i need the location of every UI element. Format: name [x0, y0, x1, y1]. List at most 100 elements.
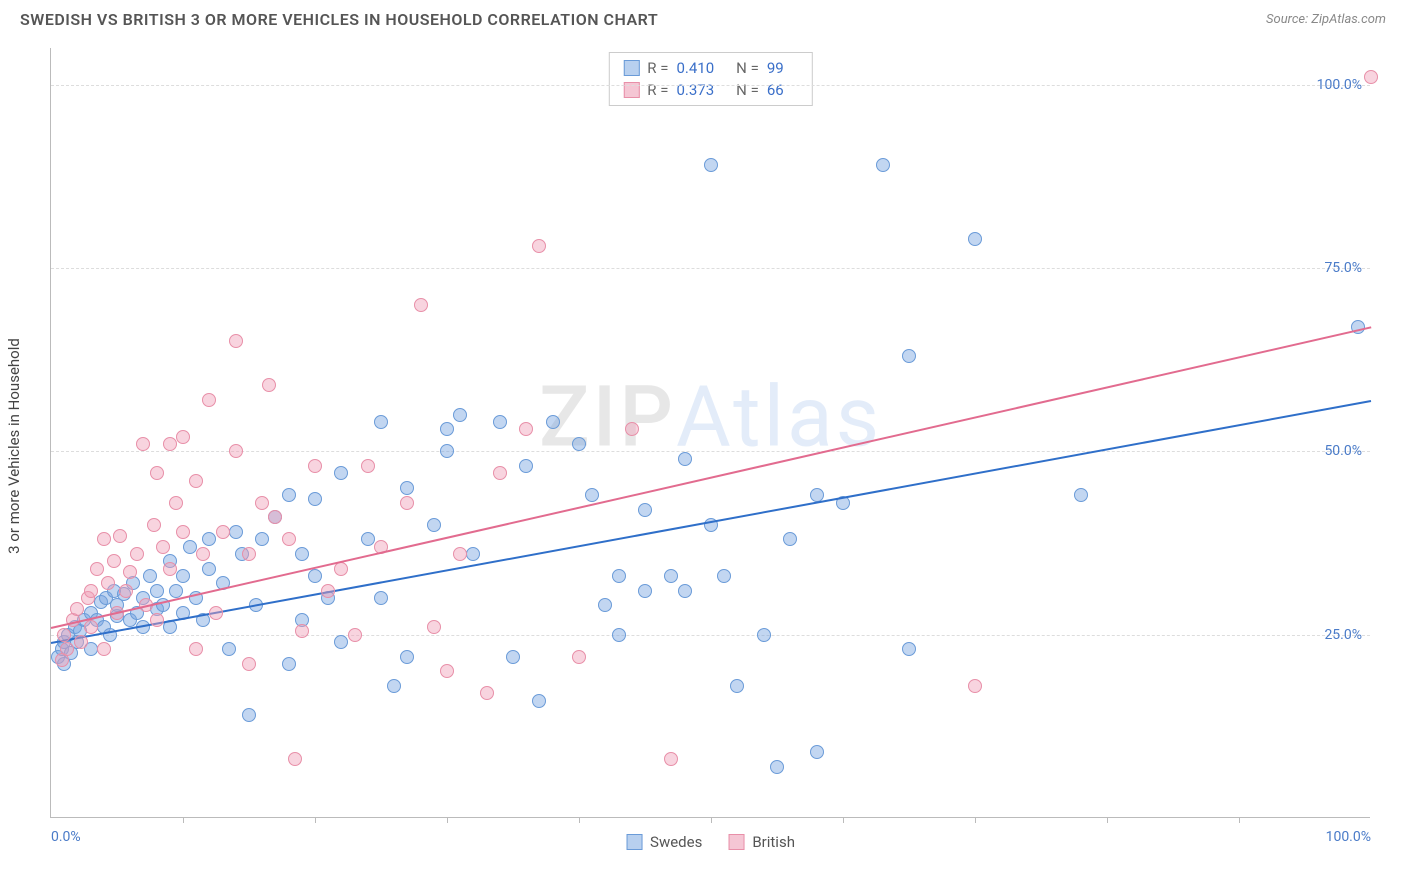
legend-label-british: British — [752, 833, 795, 851]
gridline — [51, 268, 1370, 269]
data-point — [176, 569, 190, 583]
data-point — [189, 642, 203, 656]
data-point — [74, 635, 88, 649]
data-point — [572, 650, 586, 664]
data-point — [374, 591, 388, 605]
legend-swatch-british — [728, 834, 744, 850]
data-point — [150, 613, 164, 627]
xtick-mark — [183, 817, 184, 823]
data-point — [968, 679, 982, 693]
data-point — [678, 584, 692, 598]
data-point — [97, 642, 111, 656]
data-point — [519, 422, 533, 436]
data-point — [730, 679, 744, 693]
data-point — [334, 466, 348, 480]
data-point — [400, 481, 414, 495]
data-point — [902, 642, 916, 656]
legend-item-swedes: Swedes — [626, 833, 702, 851]
data-point — [427, 518, 441, 532]
xtick-mark — [843, 817, 844, 823]
data-point — [150, 584, 164, 598]
data-point — [189, 474, 203, 488]
n-value-swedes: 99 — [767, 59, 784, 77]
data-point — [308, 569, 322, 583]
data-point — [440, 444, 454, 458]
data-point — [625, 422, 639, 436]
data-point — [334, 635, 348, 649]
xtick-mark — [579, 817, 580, 823]
data-point — [598, 598, 612, 612]
data-point — [440, 422, 454, 436]
trend-line — [51, 327, 1371, 630]
data-point — [1074, 488, 1088, 502]
data-point — [638, 584, 652, 598]
data-point — [255, 496, 269, 510]
data-point — [268, 510, 282, 524]
data-point — [163, 437, 177, 451]
data-point — [183, 540, 197, 554]
data-point — [196, 547, 210, 561]
data-point — [1364, 70, 1378, 84]
data-point — [374, 415, 388, 429]
data-point — [242, 547, 256, 561]
data-point — [453, 408, 467, 422]
r-value-swedes: 0.410 — [676, 59, 714, 77]
data-point — [156, 540, 170, 554]
data-point — [295, 547, 309, 561]
data-point — [546, 415, 560, 429]
legend: Swedes British — [626, 833, 795, 851]
data-point — [176, 525, 190, 539]
correlation-stats-box: R = 0.410 N = 99 R = 0.373 N = 66 — [608, 52, 812, 106]
data-point — [84, 584, 98, 598]
data-point — [506, 650, 520, 664]
r-label: R = — [647, 59, 668, 77]
data-point — [295, 624, 309, 638]
data-point — [572, 437, 586, 451]
data-point — [308, 459, 322, 473]
data-point — [717, 569, 731, 583]
xtick-mark — [1239, 817, 1240, 823]
legend-swatch-swedes — [626, 834, 642, 850]
data-point — [876, 158, 890, 172]
data-point — [493, 466, 507, 480]
data-point — [361, 459, 375, 473]
data-point — [466, 547, 480, 561]
data-point — [638, 503, 652, 517]
data-point — [704, 158, 718, 172]
data-point — [612, 628, 626, 642]
data-point — [136, 437, 150, 451]
data-point — [493, 415, 507, 429]
data-point — [119, 584, 133, 598]
data-point — [440, 664, 454, 678]
data-point — [70, 602, 84, 616]
stats-row-british: R = 0.373 N = 66 — [623, 79, 797, 101]
chart-title: SWEDISH VS BRITISH 3 OR MORE VEHICLES IN… — [20, 10, 658, 29]
data-point — [361, 532, 375, 546]
data-point — [242, 657, 256, 671]
data-point — [229, 444, 243, 458]
data-point — [107, 554, 121, 568]
data-point — [90, 562, 104, 576]
xtick-mark — [975, 817, 976, 823]
data-point — [321, 584, 335, 598]
data-point — [202, 532, 216, 546]
data-point — [414, 298, 428, 312]
n-label: N = — [736, 59, 759, 77]
y-axis-label: 3 or more Vehicles in Household — [5, 338, 23, 554]
data-point — [242, 708, 256, 722]
data-point — [783, 532, 797, 546]
data-point — [288, 752, 302, 766]
data-point — [150, 466, 164, 480]
ytick-label: 25.0% — [1324, 627, 1362, 643]
data-point — [169, 584, 183, 598]
data-point — [612, 569, 626, 583]
legend-item-british: British — [728, 833, 795, 851]
data-point — [968, 232, 982, 246]
trend-line — [51, 400, 1371, 644]
xtick-mark — [1107, 817, 1108, 823]
data-point — [169, 496, 183, 510]
data-point — [130, 547, 144, 561]
data-point — [678, 452, 692, 466]
data-point — [262, 378, 276, 392]
xtick-mark — [315, 817, 316, 823]
